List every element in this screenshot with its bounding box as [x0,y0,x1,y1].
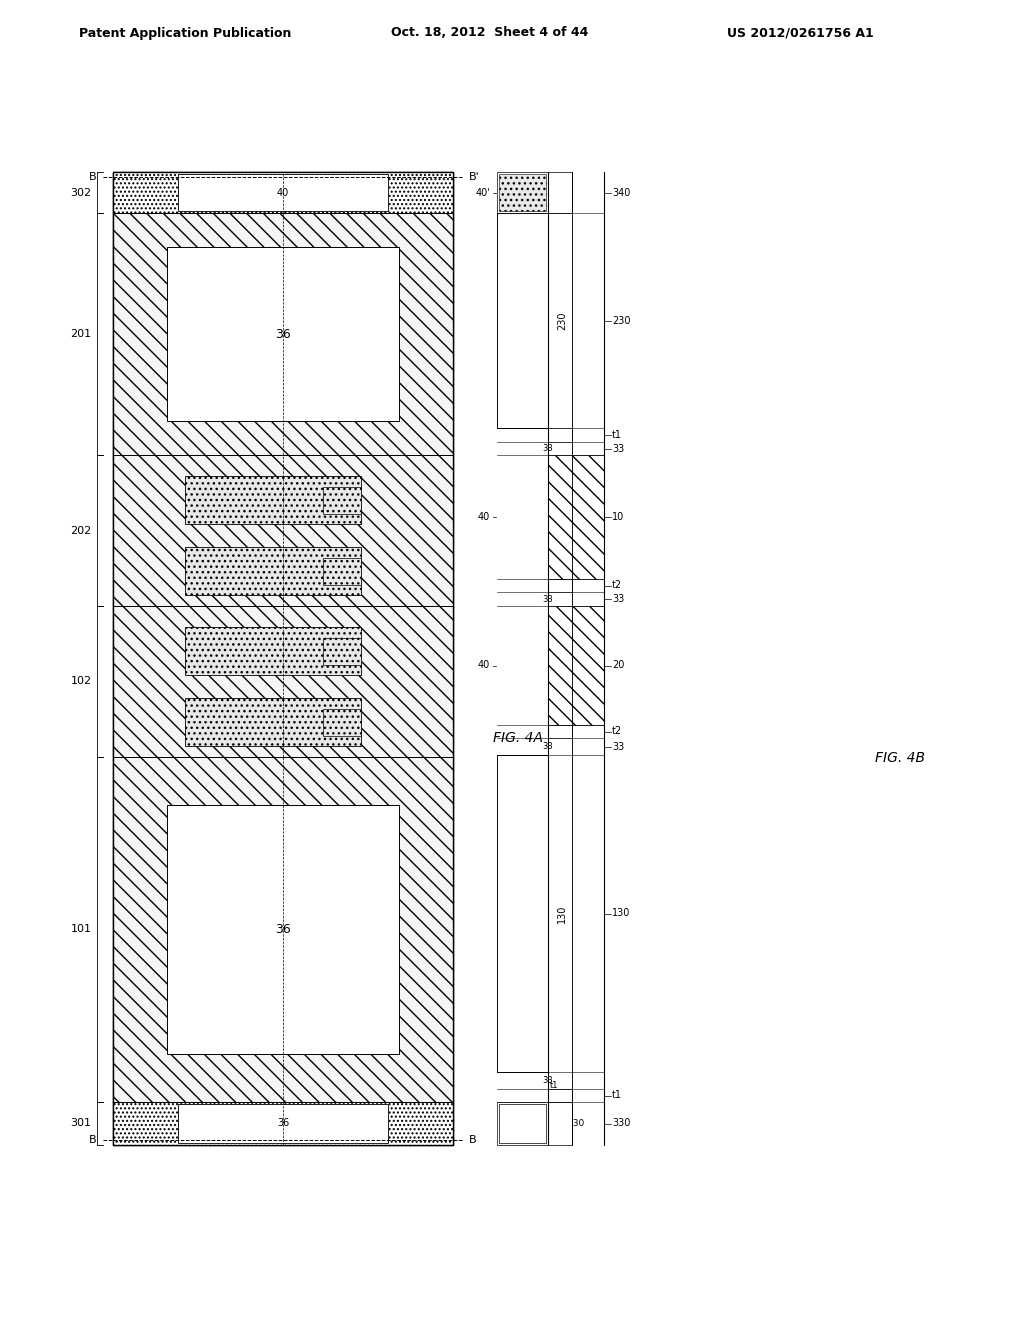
Text: 202: 202 [71,525,91,536]
Text: t1: t1 [556,1092,564,1100]
Text: 230: 230 [612,315,631,326]
Text: 140: 140 [557,656,567,675]
Text: 102: 102 [71,676,91,686]
Text: 33: 33 [543,742,553,751]
Bar [323,638,361,664]
Text: 40: 40 [336,495,348,506]
Bar [113,756,453,1102]
Text: 40: 40 [336,647,348,656]
Text: 40: 40 [478,660,490,671]
Bar [572,172,604,1144]
Text: 33: 33 [612,594,625,605]
Text: 101: 101 [71,924,91,935]
Text: B: B [89,172,97,182]
Text: 33: 33 [612,742,625,751]
Text: 40': 40' [475,187,490,198]
Bar [497,213,548,428]
Bar [548,579,572,591]
Text: 330: 330 [567,1119,585,1129]
Bar [113,213,453,455]
Text: 33: 33 [543,1076,553,1085]
Text: t2: t2 [612,726,623,737]
Bar [548,1089,572,1102]
Text: 36: 36 [518,1118,530,1129]
Bar [548,606,604,725]
Text: 33: 33 [543,444,553,453]
Bar [548,428,572,442]
Bar [497,172,572,213]
Bar [113,172,453,1144]
Bar [167,805,398,1053]
Bar [167,247,398,421]
Text: 340: 340 [552,187,568,197]
Text: 36: 36 [275,923,291,936]
Text: 302: 302 [71,187,91,198]
Text: 40: 40 [336,566,348,577]
Text: 36: 36 [275,327,291,341]
Bar [497,755,548,1072]
Bar [548,455,604,579]
Text: B': B' [469,172,480,182]
Bar [548,725,572,738]
Bar [113,172,453,1144]
Bar [499,174,546,211]
Bar [499,1104,546,1143]
Text: 230: 230 [557,312,567,330]
Text: B: B [469,1135,476,1144]
Bar [323,558,361,585]
Text: t1: t1 [612,1090,622,1101]
Bar [548,172,572,1144]
Text: 130: 130 [612,908,631,919]
Text: t1: t1 [550,1081,558,1089]
Bar [184,698,361,746]
Text: FIG. 4A: FIG. 4A [493,731,543,746]
Bar [177,1104,388,1143]
Bar [184,477,361,524]
Text: 33: 33 [612,444,625,454]
Text: t2: t2 [612,581,623,590]
Text: Patent Application Publication: Patent Application Publication [79,26,291,40]
Text: 330: 330 [612,1118,631,1129]
Text: t1: t1 [612,430,622,440]
Text: FIG. 4B: FIG. 4B [874,751,925,766]
Bar [604,172,980,1144]
Text: 340: 340 [612,187,631,198]
Bar [497,1102,572,1144]
Text: 36: 36 [519,187,530,197]
Text: 33: 33 [543,594,553,603]
Text: Oct. 18, 2012  Sheet 4 of 44: Oct. 18, 2012 Sheet 4 of 44 [391,26,589,40]
Text: t2: t2 [556,581,564,590]
Text: 36: 36 [515,314,530,327]
Bar [113,606,453,756]
Text: 301: 301 [71,1118,91,1129]
Text: 20: 20 [612,660,625,671]
Text: B: B [89,1135,97,1144]
Bar [113,172,453,1144]
Text: 40: 40 [478,512,490,521]
Text: 130: 130 [557,904,567,923]
Bar [184,627,361,676]
Bar [323,487,361,513]
Bar [113,1102,453,1144]
Bar [184,546,361,595]
Text: 240: 240 [557,508,567,527]
Text: t2: t2 [556,727,564,737]
Bar [113,172,453,213]
Bar [323,709,361,735]
Text: 36: 36 [276,1118,289,1129]
Bar [113,455,453,606]
Text: US 2012/0261756 A1: US 2012/0261756 A1 [727,26,873,40]
Text: 40: 40 [276,187,289,198]
Text: 10: 10 [612,512,625,521]
Text: 201: 201 [71,329,91,339]
Text: 36: 36 [515,907,530,920]
Text: t1: t1 [556,430,564,440]
Bar [177,174,388,211]
Text: 40: 40 [336,717,348,727]
